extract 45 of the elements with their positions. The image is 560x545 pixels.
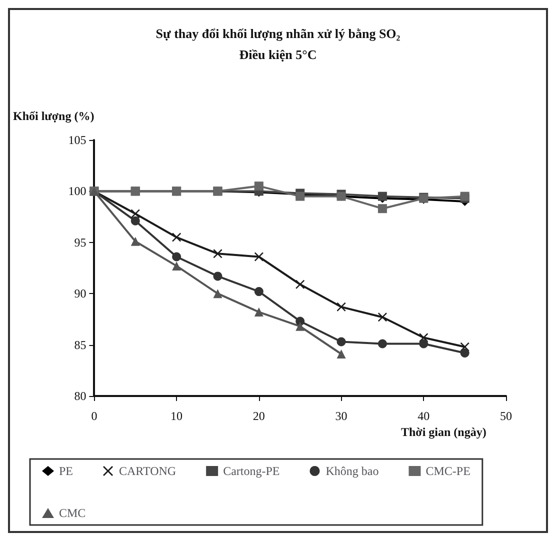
chart-subtitle: Điều kiện 5°C [239,47,317,62]
point [254,308,264,317]
legend-label: Cartong-PE [223,464,280,478]
point [172,232,182,242]
point [130,236,140,246]
point [130,209,140,218]
legend-label: Không bao [326,464,379,478]
x-tick-label: 50 [500,409,512,423]
point [336,302,346,312]
point [378,312,387,322]
legend-label: CMC [59,506,86,520]
y-tick-label: 105 [68,133,86,147]
legend-label: CMC-PE [426,464,470,478]
point [296,280,305,289]
point [254,287,264,296]
point [378,204,387,214]
point [296,322,305,331]
x-tick-label: 40 [418,409,430,423]
y-axis-title: Khối lượng (%) [13,109,94,123]
point [213,249,222,258]
legend-label: CARTONG [119,464,176,478]
point [336,350,346,359]
point [213,272,222,281]
point [172,252,182,262]
y-tick-label: 95 [74,235,86,250]
legend-label: PE [59,464,74,478]
y-tick-label: 90 [74,286,86,301]
y-tick-label: 100 [68,184,86,198]
point [336,337,346,346]
point [213,289,222,298]
x-tick-label: 10 [170,409,183,423]
point [378,339,387,348]
x-tick-label: 30 [335,409,348,423]
x-tick-label: 20 [252,409,265,423]
y-tick-label: 85 [74,338,86,352]
point [419,339,428,348]
x-tick-label: 0 [91,409,98,423]
point [130,216,140,226]
point [254,252,264,262]
point [172,261,182,270]
point [460,348,470,358]
chart-title: Sự thay đổi khối lượng nhãn xử lý bằng SO₂ [156,26,400,41]
x-axis-title: Thời gian (ngày) [401,425,486,439]
point [254,182,264,191]
y-tick-label: 80 [74,389,86,403]
